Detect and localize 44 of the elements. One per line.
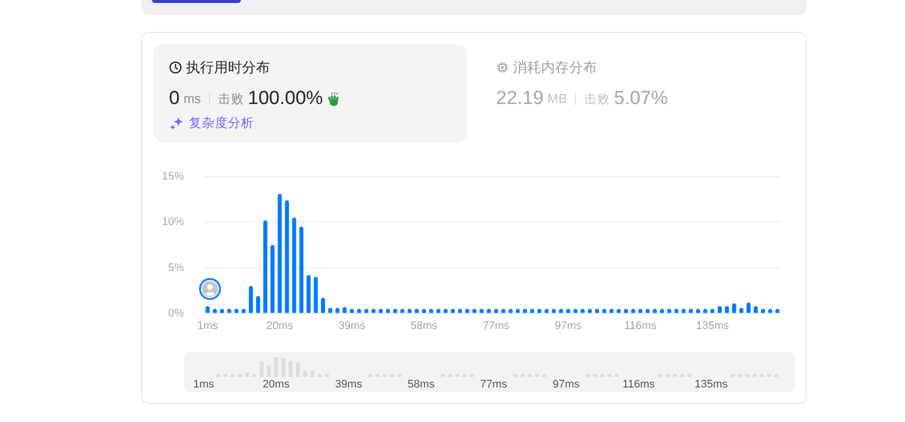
x-tick-label: 58ms (408, 378, 436, 391)
bar (263, 220, 268, 313)
bar (292, 218, 296, 313)
x-tick-label: 1ms (197, 320, 218, 332)
text: 5.07% (614, 88, 668, 110)
text: 复杂度分析 (189, 115, 254, 131)
x-tick-label: 135ms (694, 378, 728, 391)
bar (299, 226, 304, 313)
y-tick-label: 10% (162, 216, 184, 228)
text: 击败 (218, 91, 244, 108)
bar (278, 194, 282, 313)
x-tick-label: 77ms (482, 320, 510, 332)
x-tick-label: 58ms (410, 320, 438, 332)
y-tick-label: 0% (168, 307, 184, 320)
bar (320, 298, 326, 313)
x-tick-label: 116ms (622, 378, 656, 391)
bar (256, 296, 260, 313)
text: ms (184, 90, 201, 108)
bar (314, 276, 318, 313)
x-tick-label: 97ms (554, 320, 582, 332)
x-tick-label: 20ms (262, 378, 290, 391)
text: 100.00% (248, 88, 323, 110)
text: 击败 (584, 91, 610, 108)
bar (746, 302, 751, 313)
x-tick-label: 97ms (552, 378, 580, 391)
bar (270, 245, 275, 313)
bar (284, 200, 289, 313)
x-tick-label: 116ms (624, 320, 657, 332)
x-tick-label: 20ms (266, 320, 294, 332)
x-tick-label: 77ms (480, 378, 508, 391)
x-tick-label: 135ms (696, 320, 730, 332)
text: 0 (169, 88, 180, 110)
x-tick-label: 39ms (335, 378, 363, 391)
x-tick-label: 1ms (193, 378, 215, 391)
y-tick-label: 5% (168, 262, 184, 274)
text: 消耗内存分布 (513, 59, 597, 75)
x-tick-label: 39ms (338, 320, 366, 332)
text: MB (548, 90, 568, 108)
text: 执行用时分布 (186, 59, 270, 75)
bar (732, 303, 736, 313)
bar (248, 286, 253, 313)
bar (306, 275, 311, 313)
text: 22.19 (496, 88, 544, 110)
y-tick-label: 15% (162, 170, 184, 183)
